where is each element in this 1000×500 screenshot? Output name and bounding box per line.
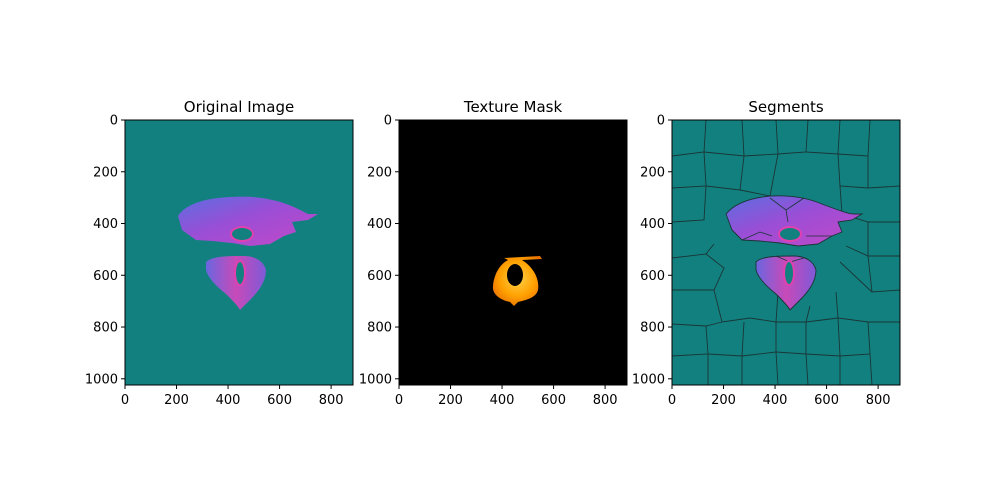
- lower-texture-shape: [206, 256, 266, 310]
- y-tick-label: 1000: [359, 372, 392, 387]
- image-original: [125, 120, 353, 385]
- upper-texture-shape: [178, 196, 318, 246]
- y-tick-label: 1000: [632, 372, 665, 387]
- panel-title-mask: Texture Mask: [463, 98, 563, 116]
- panel-title-original: Original Image: [184, 98, 294, 116]
- x-tick-label: 600: [814, 393, 839, 408]
- axes-frame: [124, 119, 354, 386]
- x-ticks: 0 200 400 600 800: [668, 385, 891, 408]
- y-tick-label: 400: [640, 217, 665, 232]
- y-tick-label: 200: [640, 165, 665, 180]
- mask-hole: [507, 264, 523, 286]
- y-tick-label: 400: [367, 217, 392, 232]
- y-tick-label: 600: [93, 269, 118, 284]
- x-ticks: 0 200 400 600 800: [121, 385, 344, 408]
- panel-original: Original Image 0 200 400 600 800 0 200 400 600 8…: [85, 98, 354, 408]
- y-tick-label: 800: [367, 321, 392, 336]
- y-tick-label: 800: [640, 321, 665, 336]
- x-tick-label: 600: [267, 393, 292, 408]
- x-tick-label: 800: [866, 393, 891, 408]
- y-tick-label: 200: [93, 165, 118, 180]
- x-tick-label: 400: [763, 393, 788, 408]
- lower-hole: [234, 260, 246, 286]
- panel-mask: Texture Mask 0 200 400 600 800 0 200 400 600 800…: [359, 98, 628, 408]
- x-tick-label: 800: [593, 393, 618, 408]
- y-tick-label: 400: [93, 217, 118, 232]
- y-tick-label: 600: [640, 269, 665, 284]
- x-tick-label: 600: [541, 393, 566, 408]
- x-tick-label: 200: [438, 393, 463, 408]
- panel-title-segments: Segments: [748, 98, 824, 116]
- x-tick-label: 0: [668, 393, 676, 408]
- image-background: [399, 120, 627, 385]
- y-ticks: 0 200 400 600 800 1000: [632, 114, 672, 387]
- x-tick-label: 400: [490, 393, 515, 408]
- lower-segment-hole: [783, 260, 795, 286]
- axes-frame: [671, 119, 901, 386]
- image-background: [125, 120, 353, 385]
- x-ticks: 0 200 400 600 800: [395, 385, 618, 408]
- y-tick-label: 0: [657, 114, 665, 129]
- x-tick-label: 0: [395, 393, 403, 408]
- axes-frame: [398, 119, 628, 386]
- upper-hole: [230, 226, 254, 242]
- y-tick-label: 0: [110, 114, 118, 129]
- y-tick-label: 200: [367, 165, 392, 180]
- y-tick-label: 600: [367, 269, 392, 284]
- y-tick-label: 800: [93, 321, 118, 336]
- x-tick-label: 400: [216, 393, 241, 408]
- x-tick-label: 0: [121, 393, 129, 408]
- x-tick-label: 200: [711, 393, 736, 408]
- image-segments: [672, 120, 900, 385]
- y-ticks: 0 200 400 600 800 1000: [85, 114, 125, 387]
- x-tick-label: 200: [164, 393, 189, 408]
- image-mask: [399, 120, 627, 385]
- panel-segments: Segments: [632, 98, 901, 408]
- x-tick-label: 800: [319, 393, 344, 408]
- upper-segment-hole: [778, 226, 802, 242]
- y-ticks: 0 200 400 600 800 1000: [359, 114, 399, 387]
- image-background: [672, 120, 900, 385]
- y-tick-label: 1000: [85, 372, 118, 387]
- inner-segment-lines: [741, 197, 832, 263]
- y-tick-label: 0: [384, 114, 392, 129]
